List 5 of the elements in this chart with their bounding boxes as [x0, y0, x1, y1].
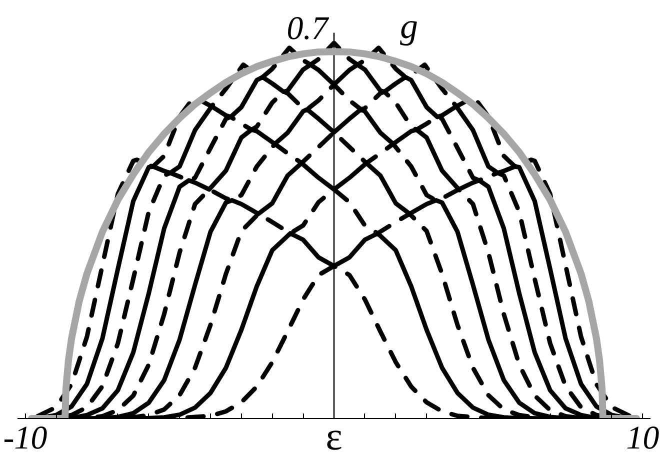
annotation: 0.7: [286, 10, 330, 47]
x-axis-title: ε: [326, 414, 342, 458]
x-tick-label: -10: [3, 420, 48, 456]
y-axis-title: g: [400, 6, 418, 46]
x-tick-label: 10: [626, 420, 660, 456]
